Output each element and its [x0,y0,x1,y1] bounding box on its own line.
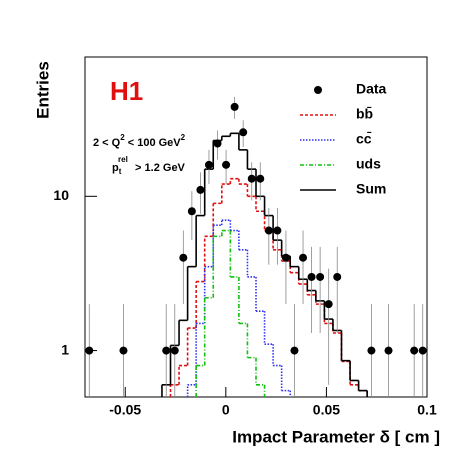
y-axis-label: Entries [33,61,52,119]
data-point [290,346,299,355]
data-point [264,226,273,235]
annotation-part: > 1.2 GeV [132,162,186,174]
data-point [410,346,419,355]
legend-label: Data [356,81,387,97]
data-point [119,346,128,355]
data-point [213,139,222,148]
data-point [299,253,308,262]
x-tick-label: 0 [222,402,230,418]
annotation-part: < 100 GeV [125,137,182,149]
data-point [196,185,205,194]
data-point [239,128,248,137]
annotation-part: t [119,167,122,176]
annotation-part: 2 [181,133,186,142]
annotation-part: 2 [120,133,125,142]
data-point [273,226,282,235]
legend-label: bb̄ [356,105,373,122]
data-point [162,346,171,355]
annotation-part: p [112,162,119,174]
data-point [333,272,342,281]
data-point [222,160,231,169]
x-axis-label: Impact Parameter δ [ cm ] [232,427,440,446]
data-point [418,346,427,355]
x-tick-label: -0.05 [109,402,141,418]
data-point [281,253,290,262]
x-tick-label: 0.05 [313,402,340,418]
y-tick-label: 10 [53,187,69,203]
legend-label: Sum [356,181,386,197]
annotation: pt rel > 1.2 GeV [112,155,186,176]
legend-marker [314,86,322,94]
data-point [307,272,316,281]
legend-label: uds [356,156,381,172]
annotation: 2 < Q2 < 100 GeV2 [93,133,186,149]
data-point [170,346,179,355]
data-point [85,346,94,355]
data-point [204,160,213,169]
data-point [187,207,196,216]
chart-title: H1 [110,76,143,106]
annotation-part: rel [118,155,128,164]
data-point [230,102,239,111]
data-point [179,253,188,262]
data-point [247,174,256,183]
data-point [316,272,325,281]
annotation-part: 2 < Q [93,137,121,149]
data-point [384,346,393,355]
y-tick-label: 1 [61,341,69,357]
data-point [324,300,333,309]
data-point [256,174,265,183]
data-point [367,346,376,355]
legend-label: cc̄ [356,130,372,147]
plot-frame [84,56,428,398]
x-tick-label: 0.1 [417,402,437,418]
